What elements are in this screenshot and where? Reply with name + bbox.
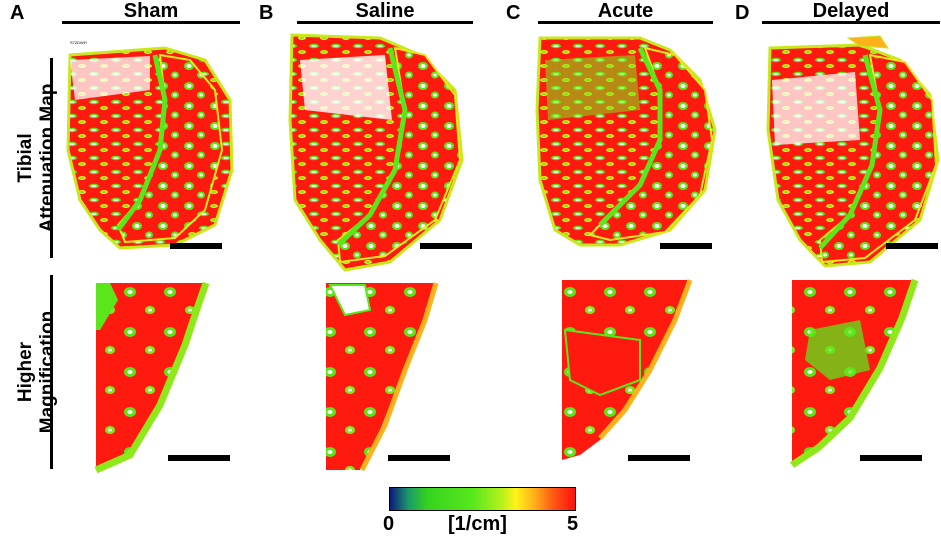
row-rule-top (50, 58, 53, 258)
column-title-delayed: Delayed (812, 0, 890, 22)
column-rule-saline (297, 21, 473, 24)
column-title-saline: Saline (355, 0, 415, 22)
column-rule-sham (62, 21, 240, 24)
colorbar-max-label: 5 (567, 513, 579, 535)
colorbar-unit-label: [1/cm] (448, 513, 507, 535)
sham-bone (66, 46, 234, 250)
column-title-sham: Sham (123, 0, 179, 22)
colorbar-min-label: 0 (383, 513, 395, 535)
scalebar-sham-top (170, 243, 222, 249)
saline-bone (288, 33, 464, 272)
column-rule-delayed (762, 21, 940, 24)
magnified-acute (562, 279, 693, 460)
scalebar-saline-bottom (388, 455, 450, 461)
magnified-saline (326, 282, 439, 472)
row-rule-bottom (50, 275, 53, 469)
scalebar-acute-top (660, 243, 712, 249)
magnified-delayed (790, 278, 919, 468)
scalebar-delayed-top (886, 243, 938, 249)
panel-letter-c: C (506, 2, 521, 24)
scalebar-sham-bottom (168, 455, 230, 461)
scalebar-saline-top (420, 243, 472, 249)
panel-letter-d: D (735, 2, 750, 24)
scalebar-delayed-bottom (860, 455, 922, 461)
panel-letter-a: A (10, 2, 25, 24)
column-rule-acute (538, 21, 713, 24)
acute-bone (535, 36, 717, 247)
scalebar-acute-bottom (628, 455, 690, 461)
delayed-bone (766, 35, 940, 268)
panel-letter-b: B (259, 2, 274, 24)
magnified-sham (94, 281, 210, 474)
column-title-acute: Acute (597, 0, 654, 22)
tiny-label: S72DWH (70, 40, 87, 45)
colorbar (389, 487, 576, 511)
